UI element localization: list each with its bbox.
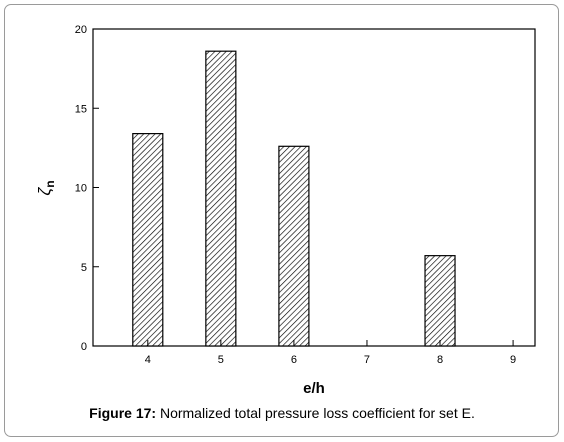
y-axis-label: ζn — [35, 180, 57, 195]
y-axis-label-sub: n — [43, 180, 57, 187]
y-tick-label-20: 20 — [75, 24, 87, 36]
figure-caption-label: Figure 17: — [89, 405, 157, 421]
x-tick-label-8: 8 — [437, 354, 443, 366]
x-tick-label-5: 5 — [218, 354, 224, 366]
x-tick-label-9: 9 — [510, 354, 516, 366]
x-axis-label: e/h — [303, 380, 325, 397]
x-tick-label-7: 7 — [364, 354, 370, 366]
bar-6 — [278, 145, 310, 347]
svg-text:ζn: ζn — [35, 180, 57, 195]
bar-4 — [132, 133, 164, 347]
figure-caption-text: Normalized total pressure loss coefficie… — [156, 405, 475, 421]
y-tick-label-0: 0 — [81, 341, 87, 353]
y-tick-label-5: 5 — [81, 262, 87, 274]
bar-8 — [424, 255, 456, 347]
y-tick-label-15: 15 — [75, 103, 87, 115]
x-axis: 4 5 6 7 8 9 — [145, 340, 516, 366]
x-tick-label-6: 6 — [291, 354, 297, 366]
figure-caption: Figure 17: Normalized total pressure los… — [0, 405, 564, 421]
x-tick-label-4: 4 — [145, 354, 151, 366]
bars-group — [132, 50, 456, 347]
bar-5 — [205, 50, 237, 347]
y-axis: 0 5 10 15 20 — [75, 24, 99, 353]
y-tick-label-10: 10 — [75, 183, 87, 195]
y-axis-label-main: ζ — [35, 187, 54, 196]
